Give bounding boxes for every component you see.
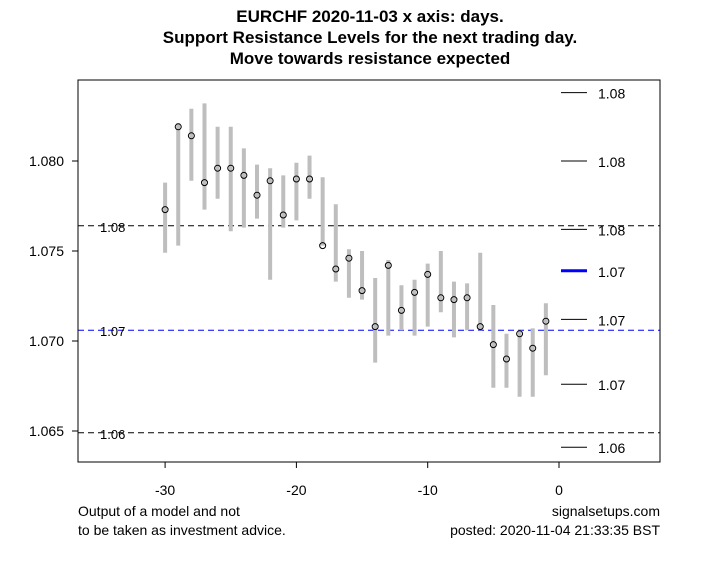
level-label: 1.08 — [598, 222, 625, 238]
close-point — [187, 132, 195, 140]
level-label: 1.06 — [598, 440, 625, 456]
close-point — [463, 294, 471, 302]
level-label: 1.07 — [598, 377, 625, 393]
close-point — [174, 123, 182, 131]
close-point — [292, 175, 300, 183]
close-point — [332, 265, 340, 273]
close-point — [489, 341, 497, 349]
x-tick-label: -10 — [418, 482, 438, 498]
x-tick-label: -20 — [286, 482, 306, 498]
close-point — [397, 306, 405, 314]
chart-title: EURCHF 2020-11-03 x axis: days. Support R… — [163, 7, 577, 68]
plot-frame — [77, 79, 661, 463]
close-point — [253, 191, 261, 199]
level-label: 1.07 — [598, 312, 625, 328]
x-tick-label: 0 — [555, 482, 563, 498]
footer-right-1: signalsetups.com — [552, 503, 660, 519]
close-point — [502, 355, 510, 363]
close-point — [384, 261, 392, 269]
footer-left-1: Output of a model and not — [78, 503, 240, 519]
y-tick-label: 1.065 — [29, 423, 64, 439]
close-point — [240, 171, 248, 179]
dashed-level-label: 1.07 — [100, 324, 125, 339]
close-point — [476, 323, 484, 331]
close-point — [279, 211, 287, 219]
level-label: 1.08 — [598, 86, 625, 102]
close-point — [161, 206, 169, 214]
close-point — [306, 175, 314, 183]
close-point — [200, 179, 208, 187]
close-point — [516, 330, 524, 338]
close-point — [358, 287, 366, 295]
close-point — [266, 177, 274, 185]
level-label: 1.08 — [598, 154, 625, 170]
dashed-level-label: 1.08 — [100, 220, 125, 235]
y-tick-label: 1.070 — [29, 333, 64, 349]
close-point — [529, 344, 537, 352]
close-point — [450, 296, 458, 304]
title-line: Move towards resistance expected — [230, 49, 511, 68]
level-label: 1.07 — [598, 264, 625, 280]
close-point — [227, 164, 235, 172]
close-point — [214, 164, 222, 172]
close-point — [437, 294, 445, 302]
close-point — [411, 288, 419, 296]
y-tick-label: 1.075 — [29, 243, 64, 259]
title-line: EURCHF 2020-11-03 x axis: days. — [236, 7, 503, 26]
title-line: Support Resistance Levels for the next t… — [163, 28, 577, 47]
x-tick-label: -30 — [155, 482, 175, 498]
close-point — [424, 270, 432, 278]
close-point — [371, 323, 379, 331]
y-tick-label: 1.080 — [29, 153, 64, 169]
footer-left-2: to be taken as investment advice. — [78, 522, 286, 538]
close-point — [345, 254, 353, 262]
close-point — [542, 317, 550, 325]
dashed-level-label: 1.06 — [100, 427, 125, 442]
close-point — [319, 242, 327, 250]
footer-right-2: posted: 2020-11-04 21:33:35 BST — [450, 522, 660, 538]
